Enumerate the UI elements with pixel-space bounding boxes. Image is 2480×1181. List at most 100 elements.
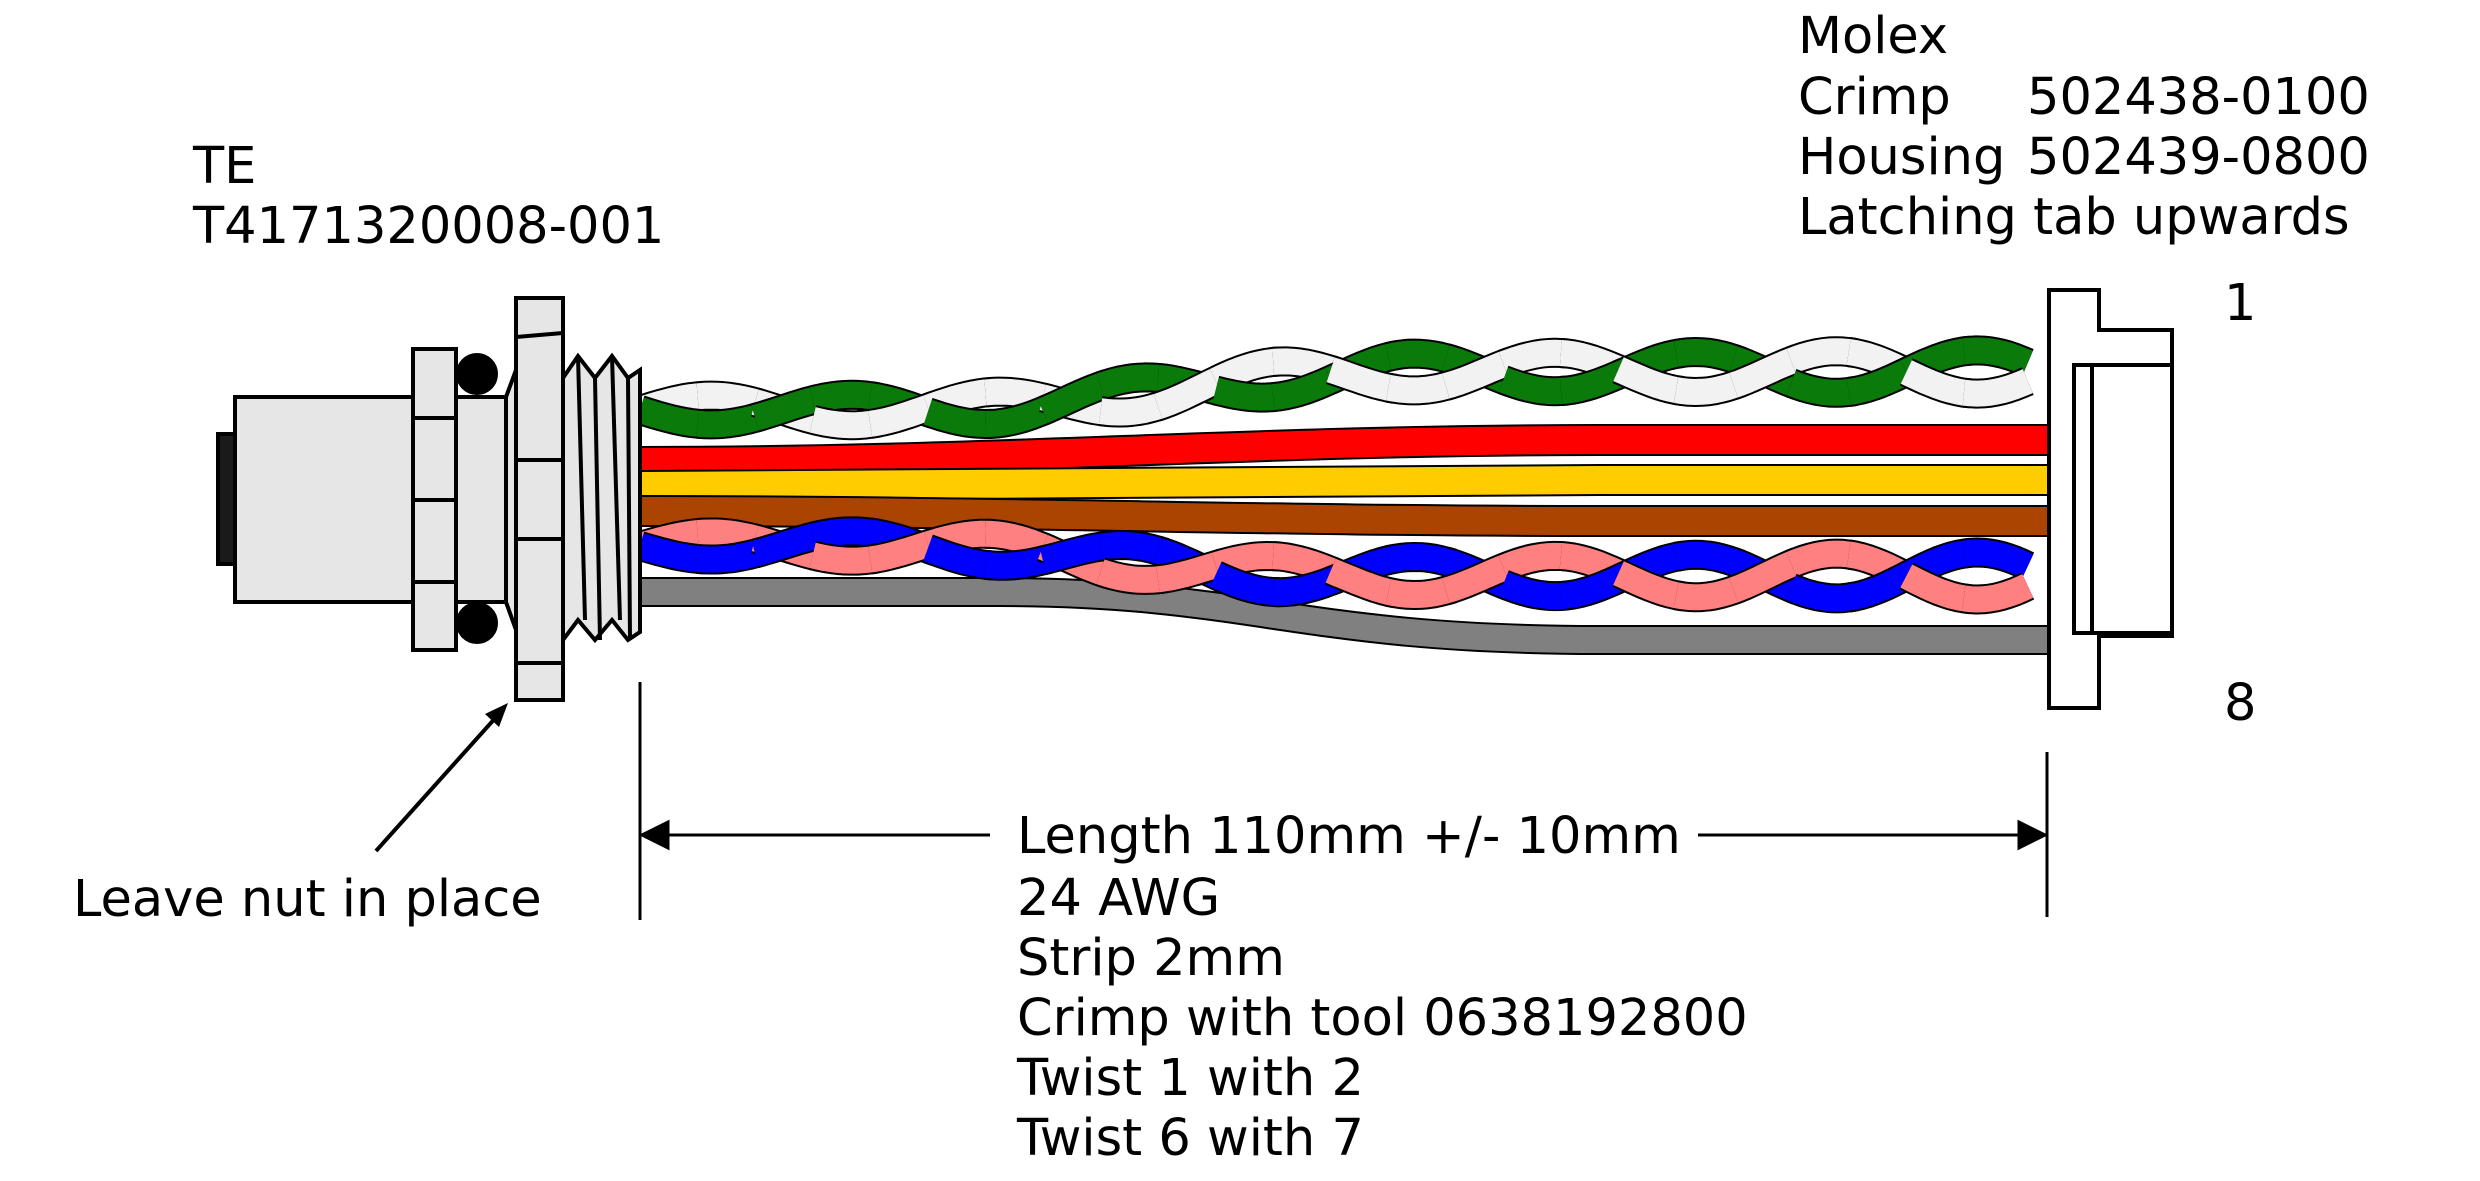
wire-7-pink (1611, 561, 1690, 610)
wire-1-green (1784, 370, 1862, 406)
wire-1-green (1957, 337, 2035, 375)
wire-7-pink (691, 519, 769, 553)
wire-7-pink (1496, 542, 1574, 580)
wire-2-white (1669, 370, 1747, 405)
wire-7-pink (1439, 553, 1517, 604)
wire-7-pink (1381, 576, 1459, 608)
wire-2-white (1381, 371, 1459, 404)
wire-6-blue (1784, 575, 1862, 612)
wire-bundle (631, 335, 2055, 655)
wire-2-white (1784, 338, 1862, 374)
wire-8-grey (640, 577, 2055, 655)
te-part-number: T4171320008-001 (192, 197, 664, 256)
wire-1-green (1496, 367, 1574, 405)
wire-1-green (1036, 371, 1114, 423)
wire-6-blue (1669, 541, 1747, 577)
twist-1-2-spec: Twist 1 with 2 (1016, 1049, 1364, 1108)
wire-6-blue (691, 539, 769, 573)
twist-6-7-spec: Twist 6 with 7 (1016, 1109, 1364, 1168)
housing-window (2072, 363, 2174, 635)
orientation-note: Latching tab upwards (1798, 188, 2350, 247)
wire-3-red (639, 424, 2055, 478)
wire-7-pink (978, 520, 1056, 562)
wire-2-white (1611, 357, 1690, 404)
wire-6-blue (1381, 544, 1459, 576)
wire-2-white (1727, 346, 1805, 398)
wire-2-white (1496, 339, 1574, 377)
wire-1-green (633, 397, 711, 438)
wire-7-pink (1727, 549, 1805, 603)
wire-7-pink (863, 529, 941, 573)
wire-1-green (1209, 377, 1287, 411)
wire-2-white (1093, 391, 1171, 426)
wire-1-green (1381, 340, 1459, 373)
wire-2-white (863, 393, 941, 437)
wire-6-blue (806, 518, 884, 550)
wire-1-green (1266, 365, 1344, 411)
labels: TE T4171320008-001 Molex Crimp 502438-01… (73, 7, 2370, 1168)
wire-2-white (1324, 357, 1402, 402)
o-ring-bottom (456, 602, 498, 644)
pin-8-label: 8 (2224, 674, 2256, 733)
housing-part-number: 502439-0800 (2027, 128, 2370, 187)
wire-7-pink (1093, 559, 1171, 593)
twisted-pair-1-2 (631, 335, 2037, 441)
wire-7-pink (1957, 574, 2035, 613)
wire-7-pink (1324, 558, 1402, 606)
housing-label: Housing (1798, 128, 2005, 187)
wire-6-blue (1036, 532, 1114, 574)
wire-7-pink (1209, 543, 1287, 578)
wire-2-white (1439, 349, 1517, 399)
wire-1-green (921, 399, 999, 437)
nut-note: Leave nut in place (73, 870, 542, 929)
crimp-label: Crimp (1798, 68, 1951, 127)
wire-7-pink (1899, 564, 1977, 613)
length-dimension (638, 682, 2049, 920)
wire-6-blue (921, 536, 999, 579)
wire-6-blue (1957, 539, 2035, 578)
wire-6-blue (1842, 561, 1920, 611)
wire-1-green (748, 386, 826, 431)
te-panel-connector (216, 296, 642, 702)
wire-6-blue (1496, 572, 1574, 610)
wire-2-white (1209, 348, 1287, 393)
wire-6-blue (633, 533, 711, 573)
wire-6-blue (748, 522, 826, 567)
wire-6-blue (1209, 563, 1287, 606)
o-ring-top (456, 353, 498, 395)
strip-spec: Strip 2mm (1017, 929, 1285, 988)
wire-7-pink (806, 542, 884, 574)
pin-1-label: 1 (2224, 274, 2256, 333)
wire-2-white (978, 378, 1056, 412)
crimp-part-number: 502438-0100 (2027, 68, 2370, 127)
length-spec: Length 110mm +/- 10mm (1017, 807, 1681, 866)
wire-1-green (1093, 364, 1171, 399)
wire-2-white (806, 407, 884, 439)
te-maker-label: TE (192, 137, 256, 196)
wire-5-brown (639, 495, 2055, 537)
arrowhead-right (2017, 819, 2049, 851)
wire-7-pink (1784, 540, 1862, 577)
nut-callout-arrow (374, 703, 508, 853)
crimp-tool-spec: Crimp with tool 0638192800 (1017, 989, 1748, 1048)
wire-4-yellow (639, 464, 2055, 502)
wire-6-blue (1093, 532, 1171, 566)
wire-1-green (691, 403, 769, 438)
panel-nut (514, 296, 565, 702)
arrowhead-left (638, 819, 670, 851)
wire-2-white (1899, 360, 1977, 407)
wire-6-blue (1554, 564, 1632, 609)
molex-housing (2047, 288, 2174, 710)
body-neck (454, 395, 508, 604)
wire-2-white (1151, 365, 1229, 419)
wire-2-white (691, 382, 769, 417)
wire-1-green (1842, 357, 1920, 405)
wire-7-pink (1151, 550, 1229, 593)
molex-maker-label: Molex (1798, 7, 1948, 66)
wire-1-green (1554, 360, 1632, 404)
wire-7-pink (1669, 575, 1747, 611)
wire-2-white (1957, 369, 2035, 407)
twisted-pair-6-7 (631, 516, 2037, 615)
wire-1-green (806, 381, 884, 413)
